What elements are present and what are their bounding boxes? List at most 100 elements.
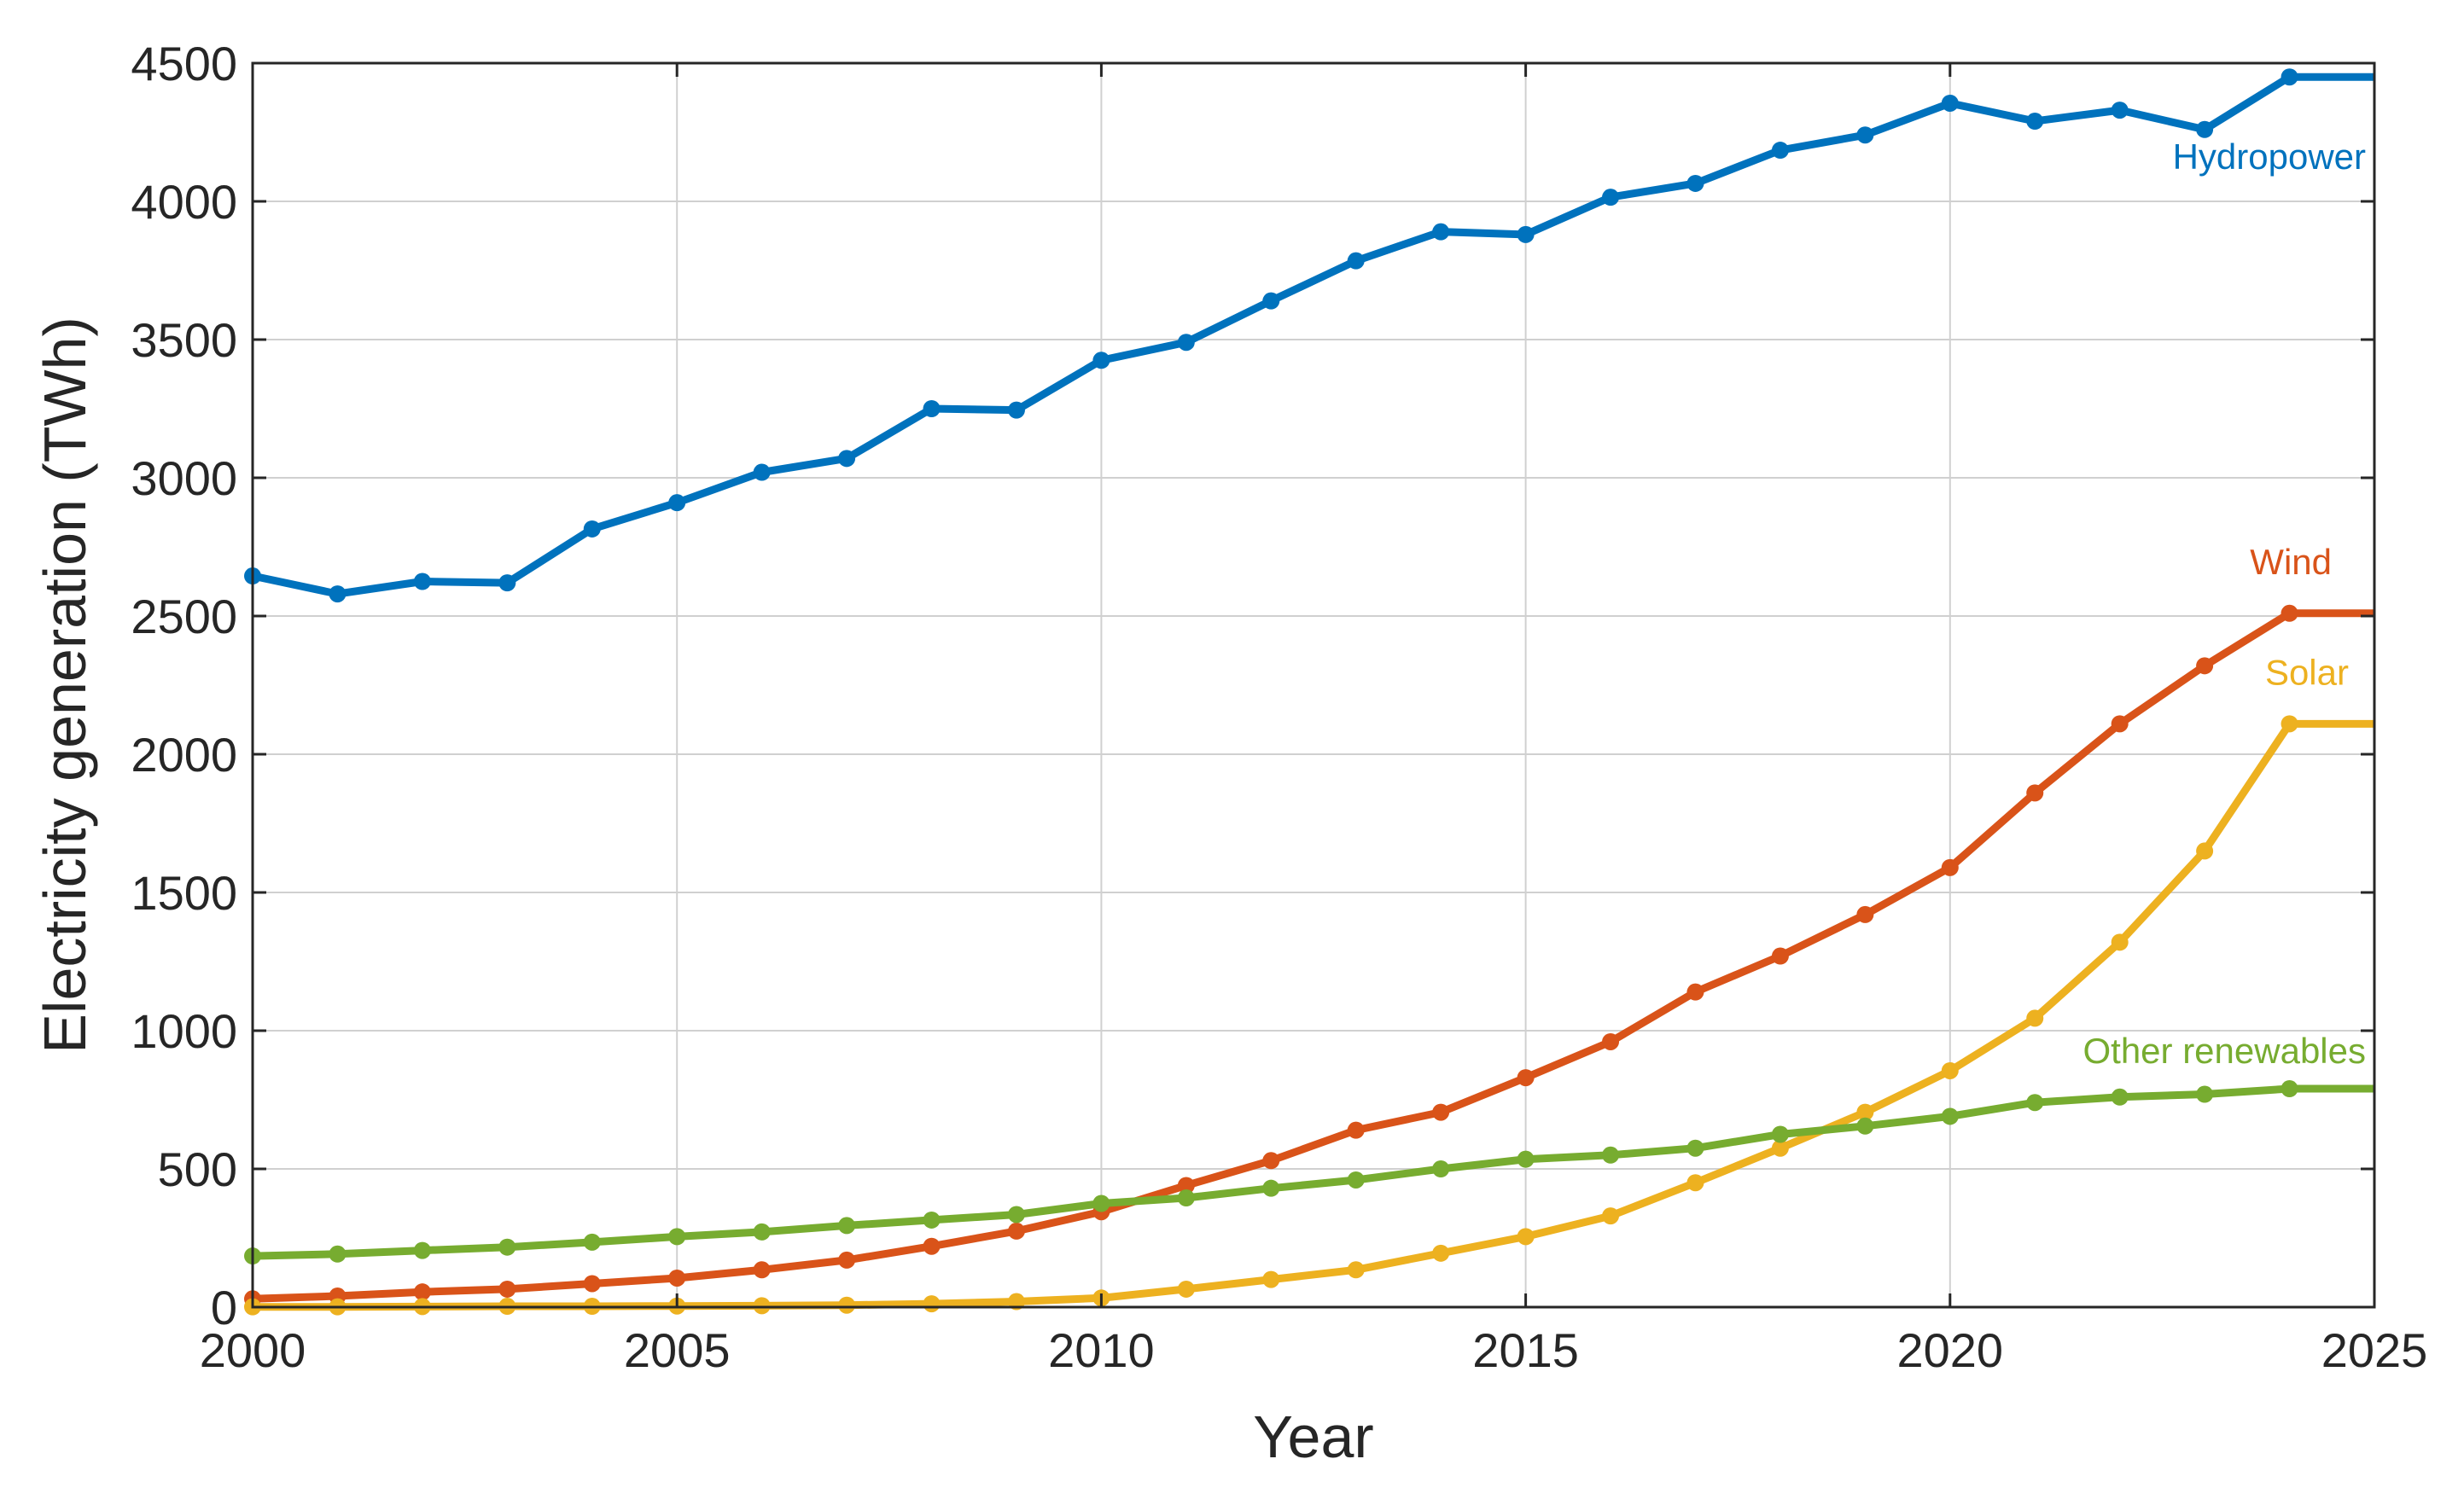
y-axis-title: Electricity generation (TWh) — [32, 317, 98, 1054]
y-tick-label: 3500 — [131, 313, 237, 367]
data-point — [1686, 1174, 1704, 1192]
data-point — [498, 1280, 516, 1298]
data-point — [838, 1251, 856, 1269]
x-tick-label: 2020 — [1897, 1323, 2004, 1377]
data-point — [2111, 102, 2129, 119]
data-point — [1262, 1270, 1280, 1288]
data-point — [498, 574, 516, 592]
data-point — [1517, 1069, 1535, 1087]
y-tick-label: 500 — [158, 1142, 237, 1196]
data-point — [413, 573, 431, 590]
data-point — [2196, 842, 2214, 860]
data-point — [1262, 1179, 1280, 1197]
data-point — [2196, 120, 2214, 138]
x-tick-label: 2000 — [200, 1323, 306, 1377]
data-point — [668, 1269, 686, 1287]
data-point — [2196, 657, 2214, 675]
data-point — [2026, 1009, 2044, 1027]
y-tick-label: 1000 — [131, 1004, 237, 1058]
data-point — [1602, 1207, 1620, 1225]
y-tick-label: 0 — [211, 1281, 237, 1334]
series-solar — [244, 715, 2374, 1316]
data-point — [1177, 1177, 1195, 1194]
data-point — [1177, 1189, 1195, 1207]
data-point — [1941, 1107, 1959, 1125]
data-point — [1177, 334, 1195, 352]
data-point — [1347, 1171, 1365, 1189]
data-point — [1941, 858, 1959, 876]
data-point — [838, 1217, 856, 1235]
data-point — [668, 1228, 686, 1246]
x-tick-label: 2025 — [2321, 1323, 2428, 1377]
series-hydropower — [244, 68, 2374, 603]
data-point — [413, 1241, 431, 1259]
y-tick-label: 1500 — [131, 866, 237, 920]
x-tick-label: 2015 — [1472, 1323, 1579, 1377]
data-point — [583, 1275, 601, 1293]
data-point — [583, 520, 601, 538]
series-label: Other renewables — [2082, 1031, 2366, 1071]
series-lines — [244, 68, 2374, 1316]
x-axis-title: Year — [1253, 1404, 1373, 1470]
data-point — [923, 1295, 941, 1313]
data-point — [1517, 1150, 1535, 1168]
data-point — [2281, 604, 2298, 622]
data-point — [1771, 1139, 1789, 1157]
y-tick-label: 2500 — [131, 590, 237, 643]
x-tick-label: 2010 — [1048, 1323, 1155, 1377]
data-point — [923, 1211, 941, 1229]
data-point — [923, 400, 941, 417]
data-point — [1517, 1228, 1535, 1246]
data-point — [753, 1223, 771, 1241]
data-point — [1092, 1194, 1110, 1212]
data-point — [1432, 223, 1450, 241]
data-point — [1856, 1103, 1874, 1121]
data-point — [668, 494, 686, 512]
data-point — [1432, 1160, 1450, 1177]
data-point — [1432, 1244, 1450, 1262]
data-point — [329, 1245, 347, 1263]
data-point — [1856, 126, 1874, 144]
series-label: Solar — [2265, 652, 2349, 692]
data-point — [753, 1297, 771, 1315]
data-point — [1941, 1061, 1959, 1079]
data-point — [1262, 292, 1280, 310]
data-point — [2111, 715, 2129, 733]
y-tick-label: 2000 — [131, 728, 237, 782]
data-point — [413, 1283, 431, 1301]
data-point — [2281, 715, 2298, 733]
data-point — [1007, 401, 1025, 419]
axis-ticks: 2000 2005 2010 2015 2020 2025 0 500 1000 1500 2000… — [131, 37, 2427, 1377]
data-point — [1262, 1152, 1280, 1170]
data-point — [2026, 113, 2044, 131]
series-line — [252, 609, 2374, 1303]
data-point — [1771, 1125, 1789, 1143]
y-tick-label: 4500 — [131, 37, 237, 90]
data-point — [1602, 1146, 1620, 1164]
data-point — [2026, 784, 2044, 802]
data-point — [2281, 68, 2298, 86]
series-line — [253, 719, 2374, 1311]
data-point — [838, 1296, 856, 1314]
data-point — [1602, 1032, 1620, 1050]
y-tick-label: 4000 — [131, 175, 237, 229]
plot-frame — [251, 61, 2376, 1309]
data-point — [2281, 1080, 2298, 1098]
data-point — [583, 1233, 601, 1251]
data-point — [1347, 252, 1365, 270]
data-point — [2196, 1085, 2214, 1103]
data-point — [329, 585, 347, 603]
x-tick-label: 2005 — [624, 1323, 731, 1377]
data-point — [1941, 94, 1959, 112]
data-point — [1686, 1139, 1704, 1157]
data-point — [1177, 1280, 1195, 1298]
series-labels: Hydropower Wind Solar Other renewables — [2082, 137, 2366, 1071]
data-point — [498, 1238, 516, 1256]
data-point — [1347, 1261, 1365, 1279]
data-point — [1517, 225, 1535, 243]
data-point — [1092, 352, 1110, 369]
data-point — [1771, 947, 1789, 965]
data-point — [1602, 189, 1620, 206]
data-point — [753, 463, 771, 481]
